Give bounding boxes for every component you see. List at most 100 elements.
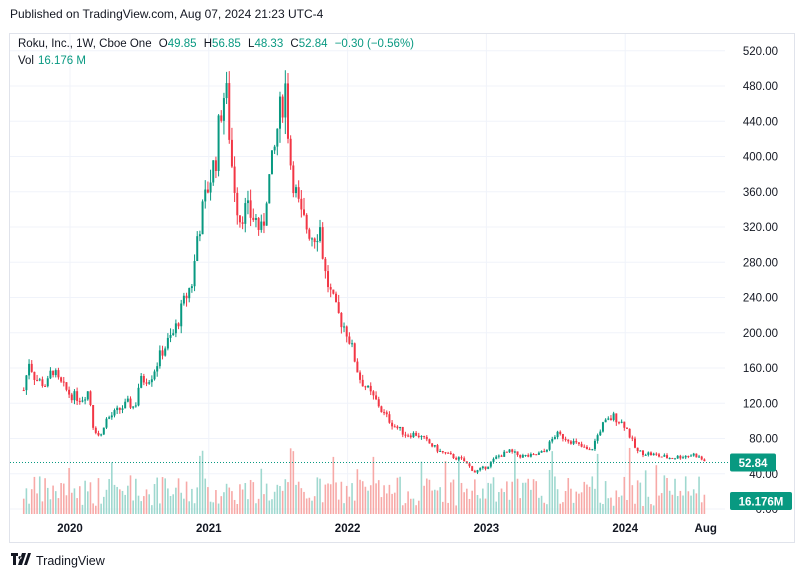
candle-body <box>148 382 151 384</box>
candle-body <box>305 214 308 230</box>
candle-body <box>655 453 658 455</box>
candle-body <box>319 227 322 241</box>
candle-body <box>676 455 679 459</box>
candle-body <box>628 428 631 438</box>
volume-bar <box>273 491 276 514</box>
candle-body <box>169 334 172 338</box>
candle-body <box>308 229 311 239</box>
volume-bar <box>487 482 489 514</box>
volume-bar <box>335 482 337 514</box>
candle-body <box>516 451 519 455</box>
volume-bar <box>180 492 183 514</box>
y-tick-label: 160.00 <box>743 363 778 375</box>
candle-body <box>177 323 180 327</box>
candle-body <box>126 398 129 402</box>
volume-bar <box>316 477 319 514</box>
volume-bar <box>209 501 212 514</box>
volume-bar <box>223 492 225 514</box>
brand-name: TradingView <box>36 553 105 568</box>
volume-bar <box>54 491 57 514</box>
candle-body <box>385 412 388 415</box>
volume-bar <box>220 496 223 514</box>
volume-value: 16.176 M <box>38 55 86 67</box>
volume-bar <box>460 482 463 514</box>
volume-bar <box>468 498 471 514</box>
volume-bar <box>62 483 65 514</box>
candle-body <box>455 458 458 460</box>
volume-label[interactable]: Vol <box>18 55 34 67</box>
y-tick-label: 200.00 <box>743 328 778 340</box>
candle-body <box>433 445 436 447</box>
candle-body <box>508 449 511 453</box>
x-tick-label: 2023 <box>474 523 500 535</box>
candle-body <box>174 323 177 334</box>
volume-bar <box>383 485 385 514</box>
time-axis[interactable]: 2020 2021 2022 2023 2024 Aug <box>57 523 717 535</box>
volume-bar <box>580 492 583 514</box>
candle-body <box>137 387 140 406</box>
candle-body <box>270 150 273 175</box>
volume-bar <box>369 485 372 514</box>
volume-bar <box>25 488 28 514</box>
last-volume-badge <box>730 492 792 510</box>
candle-body <box>182 295 185 304</box>
volume-bar <box>263 494 265 514</box>
candle-body <box>134 405 137 407</box>
chart-frame <box>9 33 795 543</box>
candle-body <box>249 200 252 218</box>
volume-bar <box>474 479 476 514</box>
x-tick-label: Aug <box>695 523 717 535</box>
candle-body <box>359 372 362 380</box>
candle-body <box>641 450 644 456</box>
volume-bar <box>700 502 703 514</box>
candle-body <box>521 455 524 458</box>
volume-bar <box>329 484 332 514</box>
candle-body <box>609 418 612 420</box>
last-volume-label: 16.176M <box>739 497 784 509</box>
volume-bar <box>439 487 441 514</box>
candle-body <box>46 378 49 387</box>
candle-body <box>585 446 588 450</box>
candle-body <box>511 449 514 452</box>
volume-bar <box>100 503 102 514</box>
y-tick-label: 400.00 <box>743 152 778 164</box>
candle-body <box>190 286 193 289</box>
candle-body <box>457 457 460 460</box>
volume-bar <box>249 479 252 514</box>
candle-body <box>228 83 231 140</box>
volume-bar <box>300 488 303 514</box>
volume-bar <box>655 465 658 514</box>
candle-body <box>337 302 340 313</box>
volume-bar <box>70 492 73 514</box>
price-axis[interactable]: 520.00 480.00 440.00 400.00 360.00 320.00 280.… <box>743 46 778 516</box>
volume-bar <box>498 492 500 514</box>
volume-bar <box>108 479 110 514</box>
candle-body <box>617 422 620 424</box>
candle-body <box>612 413 615 420</box>
volume-bar <box>236 503 239 514</box>
volume-bar <box>321 502 324 514</box>
volume-bar <box>340 481 343 514</box>
volume-bar <box>167 488 169 514</box>
volume-bar <box>121 490 124 514</box>
symbol-name[interactable]: Roku, Inc., 1W, Cboe One <box>18 38 152 50</box>
volume-bar <box>313 496 316 514</box>
volume-bar <box>30 489 33 514</box>
candle-body <box>468 463 471 467</box>
volume-bar <box>682 495 684 514</box>
volume-bar <box>225 483 228 514</box>
volume-bar <box>244 483 247 514</box>
candle-body <box>476 470 479 473</box>
candle-body <box>276 128 279 147</box>
candle-body <box>513 451 516 453</box>
candle-body <box>356 361 359 373</box>
volume-bar <box>567 478 570 514</box>
volume-bar <box>660 493 663 514</box>
volume-bar <box>151 505 153 514</box>
volume-bar <box>337 499 340 514</box>
candle-body <box>580 443 583 447</box>
volume-bar <box>199 455 201 514</box>
grid-lines <box>10 34 725 514</box>
volume-bar <box>188 501 191 514</box>
